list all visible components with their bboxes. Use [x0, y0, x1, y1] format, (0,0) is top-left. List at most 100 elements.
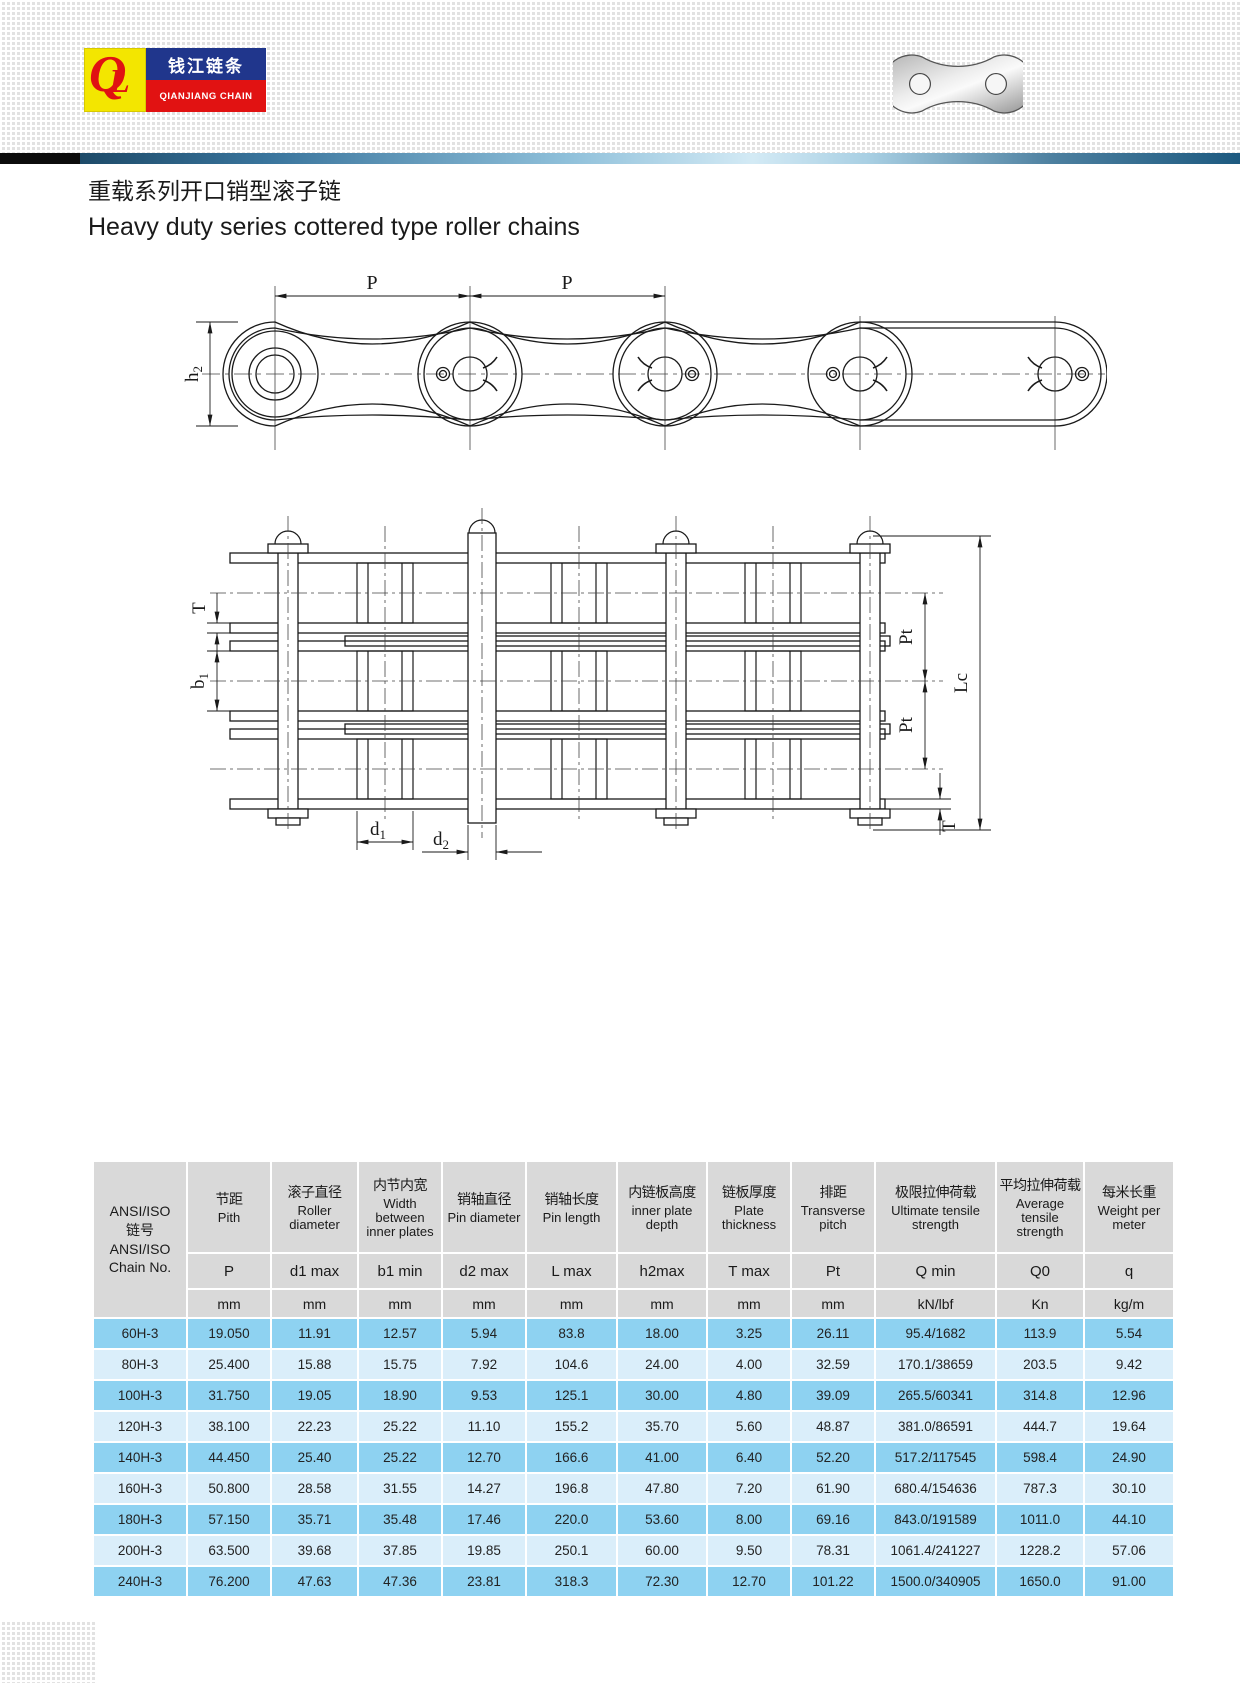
col-unit-6: mm — [708, 1290, 790, 1317]
col-symbol-7: Pt — [792, 1254, 874, 1288]
spec-cell: 53.60 — [618, 1505, 706, 1534]
spec-cell: 15.75 — [359, 1350, 441, 1379]
col-header-2: 内节内宽 Width between inner plates — [359, 1162, 441, 1252]
spec-cell: 25.22 — [359, 1412, 441, 1441]
spec-cell: 1500.0/340905 — [876, 1567, 995, 1596]
spec-cell: 444.7 — [997, 1412, 1083, 1441]
spec-cell: 250.1 — [527, 1536, 616, 1565]
spec-cell: 598.4 — [997, 1443, 1083, 1472]
spec-cell: 30.10 — [1085, 1474, 1173, 1503]
dim-label-d2: d2 — [433, 829, 449, 852]
chain-no-cell: 180H-3 — [94, 1505, 186, 1534]
spec-cell: 4.80 — [708, 1381, 790, 1410]
spec-cell: 17.46 — [443, 1505, 525, 1534]
link-plates — [222, 321, 1107, 427]
spec-cell: 12.57 — [359, 1319, 441, 1348]
spec-cell: 47.80 — [618, 1474, 706, 1503]
spec-cell: 30.00 — [618, 1381, 706, 1410]
col-unit-9: Kn — [997, 1290, 1083, 1317]
table-row: 240H-3 76.200 47.63 47.36 23.81 318.3 72.30 12.… — [94, 1567, 1173, 1596]
col-symbol-5: h2max — [618, 1254, 706, 1288]
spec-cell: 11.10 — [443, 1412, 525, 1441]
col-symbol-3: d2 max — [443, 1254, 525, 1288]
spec-cell: 25.40 — [272, 1443, 357, 1472]
spec-cell: 7.20 — [708, 1474, 790, 1503]
spec-cell: 44.450 — [188, 1443, 270, 1472]
spec-cell: 19.85 — [443, 1536, 525, 1565]
spec-cell: 32.59 — [792, 1350, 874, 1379]
chain-side-view-diagram: P P h2 — [182, 272, 1107, 450]
spec-cell: 155.2 — [527, 1412, 616, 1441]
col-header-9: 平均拉伸荷载 Average tensile strength — [997, 1162, 1083, 1252]
spec-cell: 19.050 — [188, 1319, 270, 1348]
chain-no-cell: 240H-3 — [94, 1567, 186, 1596]
col-unit-8: kN/lbf — [876, 1290, 995, 1317]
col-unit-10: kg/m — [1085, 1290, 1173, 1317]
spec-cell: 50.800 — [188, 1474, 270, 1503]
logo-name-en: QIANJIANG CHAIN — [146, 80, 266, 112]
dim-label-h2: h2 — [182, 366, 205, 382]
dim-label-pt-upper: Pt — [896, 628, 917, 645]
spec-cell: 1650.0 — [997, 1567, 1083, 1596]
page-title-en: Heavy duty series cottered type roller c… — [88, 213, 580, 241]
spec-cell: 220.0 — [527, 1505, 616, 1534]
logo-monogram: Q L — [84, 46, 146, 112]
spec-cell: 52.20 — [792, 1443, 874, 1472]
spec-cell: 95.4/1682 — [876, 1319, 995, 1348]
col-unit-3: mm — [443, 1290, 525, 1317]
chain-no-cell: 100H-3 — [94, 1381, 186, 1410]
spec-cell: 37.85 — [359, 1536, 441, 1565]
chain-no-cell: 60H-3 — [94, 1319, 186, 1348]
spec-cell: 113.9 — [997, 1319, 1083, 1348]
col-header-chain-no: ANSI/ISO 链号 ANSI/ISO Chain No. — [94, 1162, 186, 1317]
rollers-and-pins — [231, 330, 1090, 418]
logo-monogram-q: Q — [89, 46, 127, 103]
spec-cell: 843.0/191589 — [876, 1505, 995, 1534]
spec-cell: 11.91 — [272, 1319, 357, 1348]
spec-cell: 5.54 — [1085, 1319, 1173, 1348]
page-title-cn: 重载系列开口销型滚子链 — [88, 178, 341, 204]
logo-monogram-l: L — [109, 63, 130, 100]
spec-cell: 7.92 — [443, 1350, 525, 1379]
spec-cell: 318.3 — [527, 1567, 616, 1596]
plate-hole-left — [909, 73, 931, 95]
col-symbol-2: b1 min — [359, 1254, 441, 1288]
spec-cell: 19.05 — [272, 1381, 357, 1410]
col-unit-4: mm — [527, 1290, 616, 1317]
spec-cell: 35.71 — [272, 1505, 357, 1534]
spec-cell: 39.09 — [792, 1381, 874, 1410]
spec-cell: 3.25 — [708, 1319, 790, 1348]
spec-cell: 25.400 — [188, 1350, 270, 1379]
spec-cell: 5.94 — [443, 1319, 525, 1348]
spec-cell: 1228.2 — [997, 1536, 1083, 1565]
spec-cell: 39.68 — [272, 1536, 357, 1565]
col-symbol-0: P — [188, 1254, 270, 1288]
spec-cell: 104.6 — [527, 1350, 616, 1379]
spec-cell: 8.00 — [708, 1505, 790, 1534]
spec-cell: 196.8 — [527, 1474, 616, 1503]
spec-cell: 61.90 — [792, 1474, 874, 1503]
chain-no-cell: 160H-3 — [94, 1474, 186, 1503]
col-symbol-9: Q0 — [997, 1254, 1083, 1288]
spec-cell: 517.2/117545 — [876, 1443, 995, 1472]
dim-label-pt-lower: Pt — [896, 716, 917, 733]
spec-cell: 314.8 — [997, 1381, 1083, 1410]
chain-no-cell: 200H-3 — [94, 1536, 186, 1565]
dim-label-d1: d1 — [370, 819, 386, 842]
spec-cell: 69.16 — [792, 1505, 874, 1534]
col-unit-2: mm — [359, 1290, 441, 1317]
dimensions — [196, 293, 666, 427]
spec-cell: 12.70 — [708, 1567, 790, 1596]
spec-cell: 72.30 — [618, 1567, 706, 1596]
table-row: 200H-3 63.500 39.68 37.85 19.85 250.1 60.00 9.5… — [94, 1536, 1173, 1565]
spec-cell: 76.200 — [188, 1567, 270, 1596]
spec-cell: 787.3 — [997, 1474, 1083, 1503]
spec-cell: 31.55 — [359, 1474, 441, 1503]
spec-cell: 18.00 — [618, 1319, 706, 1348]
spec-cell: 25.22 — [359, 1443, 441, 1472]
spec-cell: 78.31 — [792, 1536, 874, 1565]
spec-cell: 12.70 — [443, 1443, 525, 1472]
spec-cell: 101.22 — [792, 1567, 874, 1596]
col-header-1: 滚子直径 Roller diameter — [272, 1162, 357, 1252]
